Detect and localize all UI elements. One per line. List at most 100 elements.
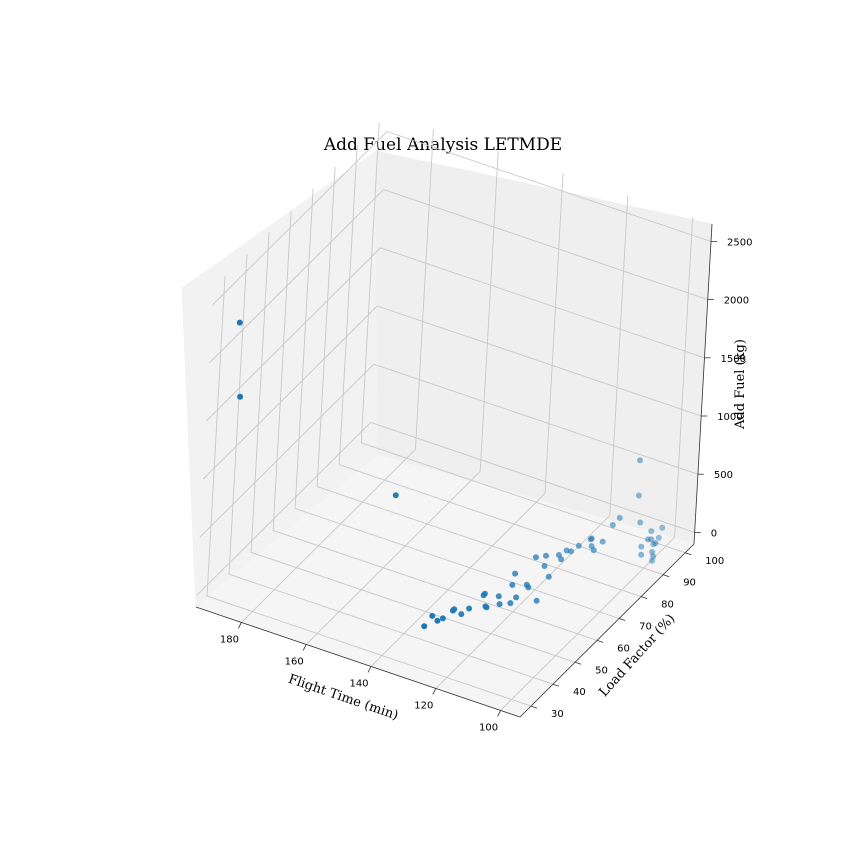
x-tick-label: 140 — [349, 678, 368, 689]
scatter-point — [466, 605, 473, 612]
y-tick-mark — [552, 683, 560, 687]
x-tick-mark — [497, 710, 501, 717]
x-grid-line-back — [414, 129, 434, 450]
x-tick-mark — [238, 622, 242, 629]
scatter-point — [451, 606, 458, 613]
y-grid-line-left — [316, 166, 336, 487]
scatter-point — [655, 534, 662, 541]
scatter-point — [637, 457, 643, 464]
y-tick-label: 50 — [595, 665, 608, 676]
scatter-point — [392, 492, 399, 499]
y-grid-line-left — [338, 144, 358, 465]
scatter-point — [652, 540, 659, 547]
y-tick-label: 100 — [705, 556, 724, 567]
z-grid-line-left — [206, 247, 381, 422]
x-tick-mark — [302, 644, 307, 651]
scatter-point — [495, 593, 502, 600]
x-axis-line — [195, 606, 521, 718]
z-grid-line-left — [209, 189, 385, 363]
scatter-point — [509, 581, 516, 588]
scatter-point — [637, 519, 644, 526]
scatter-point — [237, 393, 244, 400]
z-tick-label: 1000 — [717, 412, 742, 423]
y-tick-mark — [640, 596, 648, 599]
scatter-point — [236, 319, 243, 326]
y-tick-label: 60 — [617, 643, 630, 654]
scatter-point — [507, 600, 514, 607]
z-grid-line-back — [386, 131, 712, 242]
scatter-point — [635, 492, 642, 499]
scatter-point — [644, 536, 651, 543]
y-tick-mark — [574, 661, 582, 665]
scatter-point — [638, 543, 645, 550]
z-grid-line-back — [377, 305, 702, 417]
x-tick-label: 120 — [414, 700, 433, 711]
z-tick-label: 2000 — [724, 296, 749, 307]
z-axis-line — [693, 223, 713, 545]
z-grid-line-back — [373, 363, 699, 475]
scatter-point — [513, 594, 520, 601]
scatter-points — [236, 319, 666, 630]
axis-lines — [195, 223, 717, 718]
scatter-point — [563, 547, 570, 554]
scatter-point — [483, 604, 490, 611]
scatter-point — [496, 601, 503, 608]
z-grid-line-left — [202, 305, 378, 480]
scatter-point — [541, 563, 548, 569]
scatter-point — [659, 524, 666, 531]
y-grid-line-left — [250, 232, 270, 553]
y-grid-line-left — [360, 122, 380, 443]
scatter-point — [481, 590, 488, 597]
scatter-point — [599, 538, 606, 545]
y-tick-label: 80 — [661, 600, 674, 611]
y-tick-mark — [530, 705, 538, 709]
scatter-point — [512, 570, 519, 577]
y-grid-line-floor — [272, 529, 598, 641]
chart-title: Add Fuel Analysis LETMDE — [323, 135, 562, 155]
x-grid-line-back — [544, 173, 564, 494]
y-grid-line-left — [206, 276, 226, 597]
scatter-point — [648, 528, 655, 535]
scatter-point — [533, 554, 539, 561]
z-axis-label: Add Fuel (kg) — [733, 339, 748, 430]
z-grid-line-back — [383, 189, 708, 301]
x-tick-label: 180 — [220, 634, 239, 645]
y-tick-label: 30 — [551, 709, 564, 720]
y-grid-line-floor — [228, 573, 554, 685]
y-tick-mark — [663, 574, 670, 578]
z-grid-line-back — [370, 421, 695, 533]
scatter-point — [638, 551, 645, 558]
scatter-point — [616, 514, 623, 521]
x-grid-line-back — [674, 217, 694, 538]
x-tick-mark — [432, 688, 437, 695]
y-grid-line-floor — [250, 551, 576, 663]
y-tick-label: 90 — [683, 578, 696, 589]
z-grid-line-left — [196, 422, 372, 596]
y-grid-line-left — [272, 210, 292, 531]
scatter-point — [575, 542, 582, 549]
x-grid-line-floor — [241, 449, 416, 623]
y-tick-mark — [618, 618, 626, 621]
scatter-point — [590, 547, 597, 554]
axes-panes — [181, 150, 713, 718]
y-grid-line-left — [228, 254, 248, 575]
x-grid-line-back — [609, 195, 629, 516]
z-tick-label: 2500 — [727, 238, 752, 249]
y-tick-label: 70 — [639, 622, 652, 633]
scatter-point — [545, 573, 552, 580]
scatter-point — [458, 611, 465, 618]
y-grid-line-left — [294, 188, 314, 509]
scatter-point — [434, 617, 441, 624]
scatter-point — [650, 541, 657, 548]
scatter-point — [533, 597, 540, 604]
x-tick-label: 160 — [285, 656, 304, 667]
x-grid-line-floor — [370, 493, 546, 667]
z-tick-label: 1500 — [721, 354, 746, 365]
scatter-point — [543, 552, 549, 559]
x-grid-line-floor — [305, 471, 481, 645]
z-grid-line-left — [212, 131, 388, 305]
scatter-point — [558, 556, 565, 563]
scatter-point — [649, 557, 655, 564]
x-axis-label: Flight Time (min) — [286, 672, 400, 724]
y-grid-line-floor — [206, 595, 532, 707]
